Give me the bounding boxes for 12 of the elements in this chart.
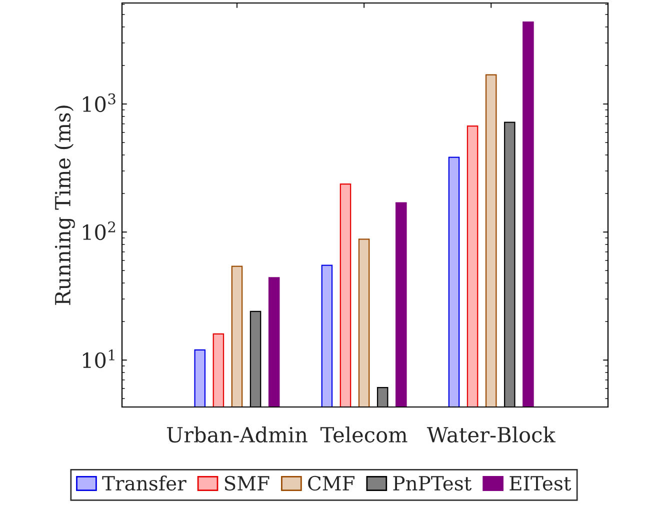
y-axis-title: Running Time (ms) [54,106,75,305]
x-tick-label: Urban-Admin [166,426,308,443]
legend-label: SMF [224,476,270,491]
y-tick-label: 10$^{1}$ [83,349,114,368]
x-tick-label: Water-Block [426,426,556,443]
legend-label: PnPTest [393,476,472,491]
legend-label: EITest [510,476,572,491]
x-tick-label: Telecom [320,426,408,443]
y-tick-label: 10$^{3}$ [83,93,116,112]
legend-label: CMF [308,476,354,491]
y-tick-label: 10$^{2}$ [83,221,116,240]
legend-label: Transfer [102,476,186,491]
